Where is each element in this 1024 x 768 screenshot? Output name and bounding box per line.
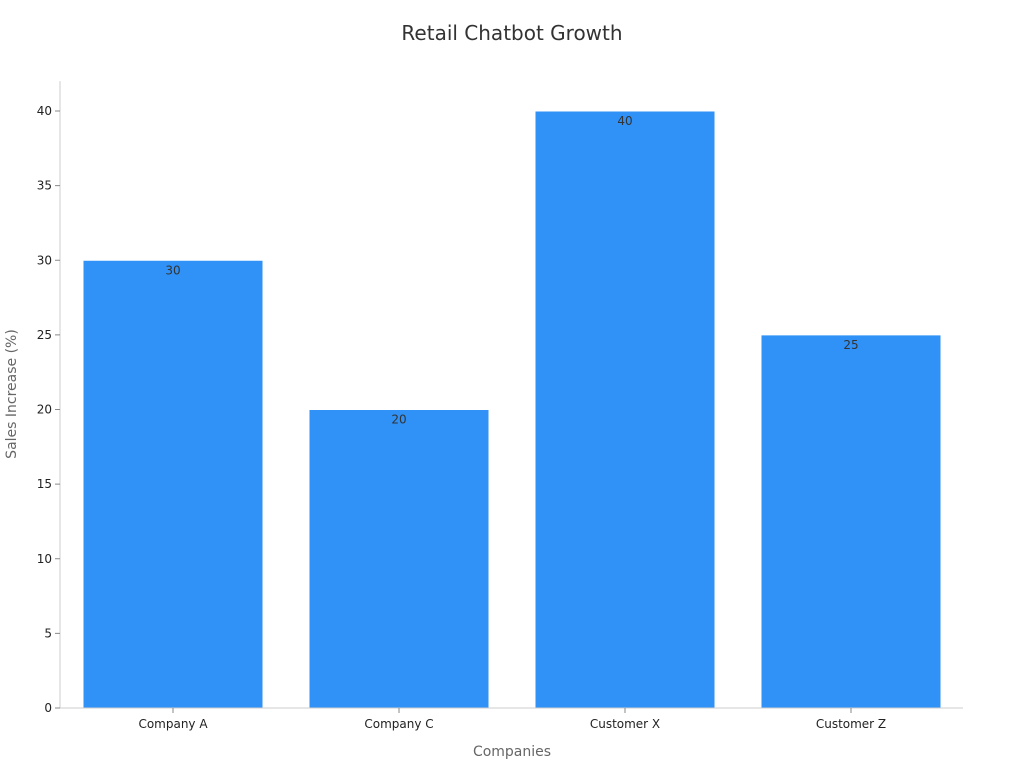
x-tick-label: Company C (364, 717, 433, 731)
bar-value-label: 20 (391, 413, 406, 427)
x-tick-label: Customer X (590, 717, 660, 731)
y-tick-label: 5 (44, 626, 52, 640)
y-axis-ticks: 0 5 10 15 20 25 30 35 40 (37, 104, 60, 715)
y-tick-label: 30 (37, 253, 52, 267)
bar-value-label: 30 (165, 263, 180, 277)
y-axis-label: Sales Increase (%) (4, 329, 20, 459)
bar-value-label: 25 (843, 338, 858, 352)
y-tick-label: 20 (37, 403, 52, 417)
bar (308, 409, 490, 709)
y-tick-label: 40 (37, 104, 52, 118)
y-tick-label: 15 (37, 477, 52, 491)
y-tick-label: 10 (37, 552, 52, 566)
bar-value-label: 40 (617, 114, 632, 128)
y-tick-label: 35 (37, 179, 52, 193)
x-axis-ticks: Company A Company C Customer X Customer Z (138, 708, 886, 731)
y-tick-label: 25 (37, 328, 52, 342)
bar (82, 259, 264, 709)
y-tick-label: 0 (44, 701, 52, 715)
data-labels-group: 30 20 40 25 (165, 114, 858, 427)
x-tick-label: Customer Z (816, 717, 886, 731)
x-axis-label: Companies (473, 744, 551, 760)
chart-title: Retail Chatbot Growth (401, 21, 622, 45)
x-tick-label: Company A (138, 717, 208, 731)
bar (534, 110, 716, 709)
bar (760, 334, 942, 709)
bars-group (82, 110, 942, 709)
